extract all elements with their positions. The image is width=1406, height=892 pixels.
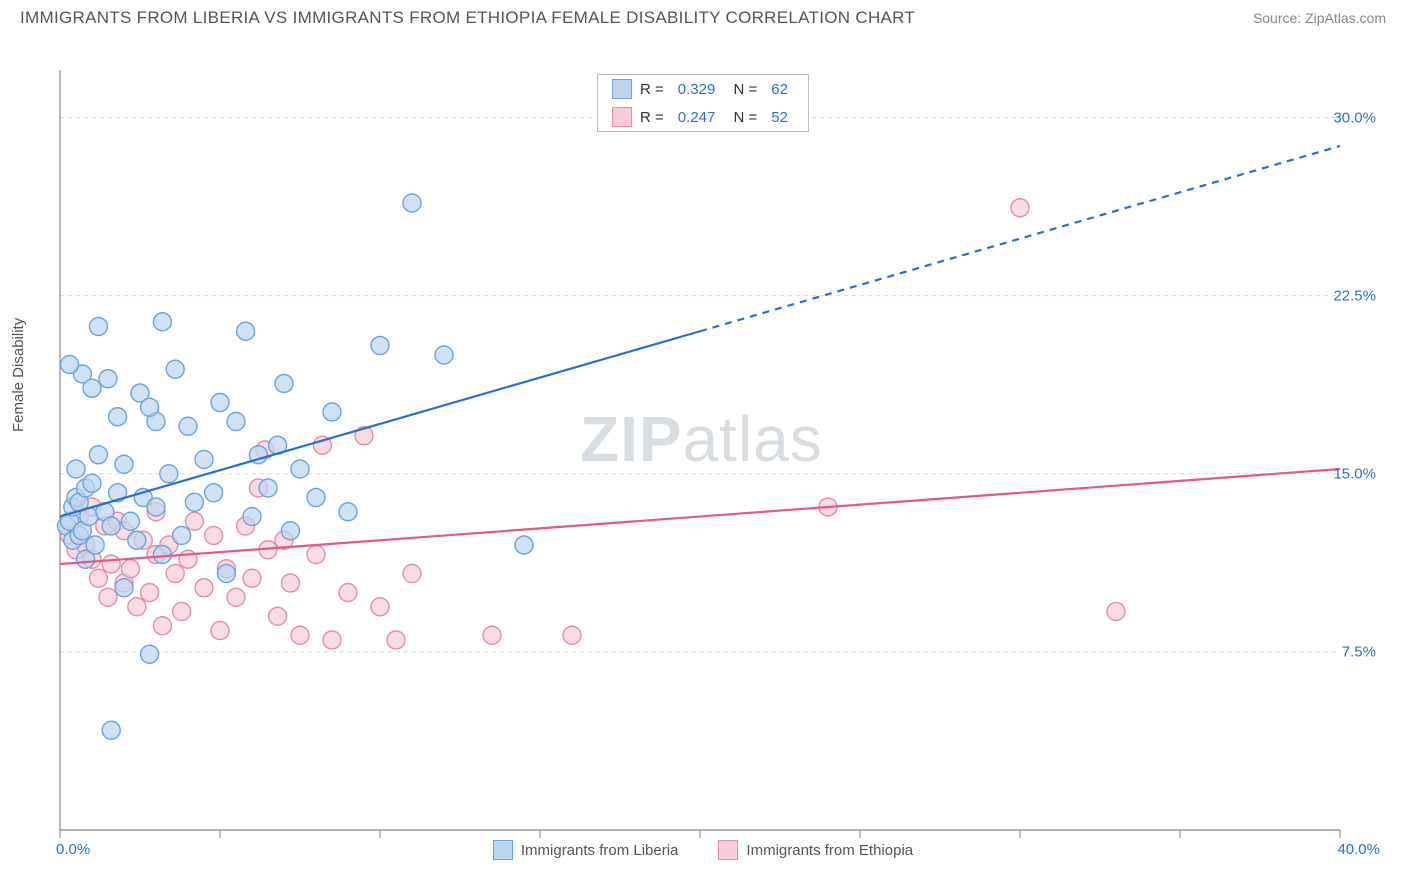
chart-title: IMMIGRANTS FROM LIBERIA VS IMMIGRANTS FR…	[20, 8, 915, 28]
chart-container: ZIPatlas Female Disability R = 0.329 N =…	[20, 32, 1386, 862]
scatter-chart	[20, 32, 1386, 862]
r-value-liberia: 0.329	[678, 81, 716, 98]
source-attribution: Source: ZipAtlas.com	[1253, 10, 1386, 26]
y-tick-label: 30.0%	[1333, 109, 1376, 126]
swatch-ethiopia-icon	[612, 107, 632, 127]
legend-item-ethiopia: Immigrants from Ethiopia	[718, 840, 913, 860]
n-value-liberia: 62	[771, 81, 788, 98]
y-tick-label: 22.5%	[1333, 287, 1376, 304]
y-tick-label: 15.0%	[1333, 465, 1376, 482]
swatch-liberia-icon	[612, 79, 632, 99]
swatch-ethiopia-icon	[718, 840, 738, 860]
r-value-ethiopia: 0.247	[678, 109, 716, 126]
y-axis-label: Female Disability	[10, 318, 27, 432]
stats-row-ethiopia: R = 0.247 N = 52	[598, 103, 808, 131]
legend-item-liberia: Immigrants from Liberia	[493, 840, 679, 860]
y-tick-label: 7.5%	[1342, 643, 1376, 660]
swatch-liberia-icon	[493, 840, 513, 860]
n-value-ethiopia: 52	[771, 109, 788, 126]
legend-label-liberia: Immigrants from Liberia	[521, 842, 679, 859]
legend-label-ethiopia: Immigrants from Ethiopia	[746, 842, 913, 859]
stats-row-liberia: R = 0.329 N = 62	[598, 75, 808, 103]
stats-legend: R = 0.329 N = 62 R = 0.247 N = 52	[597, 74, 809, 132]
series-legend: Immigrants from Liberia Immigrants from …	[20, 840, 1386, 860]
